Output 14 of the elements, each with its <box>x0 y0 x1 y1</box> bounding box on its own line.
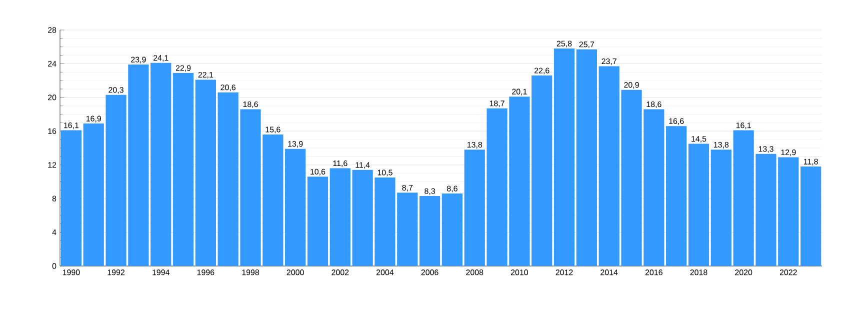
bar <box>576 49 597 266</box>
bar <box>330 168 350 266</box>
bar <box>60 130 82 266</box>
bar <box>688 144 710 266</box>
bar <box>195 80 216 266</box>
bar <box>800 166 822 266</box>
bar <box>666 126 687 266</box>
bar <box>442 194 463 266</box>
bar <box>285 148 306 266</box>
bar <box>710 150 732 266</box>
bar <box>307 176 328 266</box>
bar <box>554 48 575 266</box>
bar <box>419 196 440 266</box>
bar <box>172 72 194 266</box>
